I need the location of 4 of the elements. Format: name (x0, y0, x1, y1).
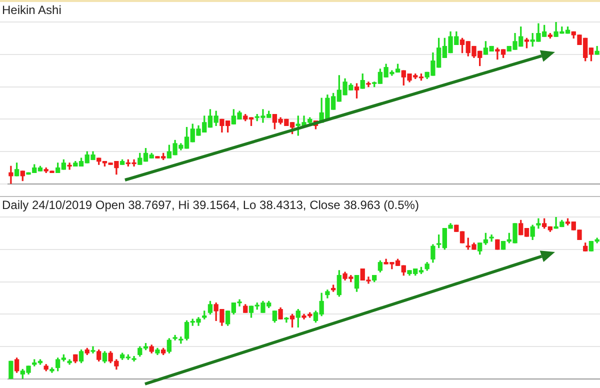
candlestick (495, 239, 500, 250)
candlestick (8, 360, 14, 379)
chart-title: Heikin Ashi (2, 3, 62, 17)
chart-title: Daily 24/10/2019 Open 38.7697, Hi 39.1564, Lo 38.4313, Close 38.963 (0.5%) (2, 198, 419, 212)
